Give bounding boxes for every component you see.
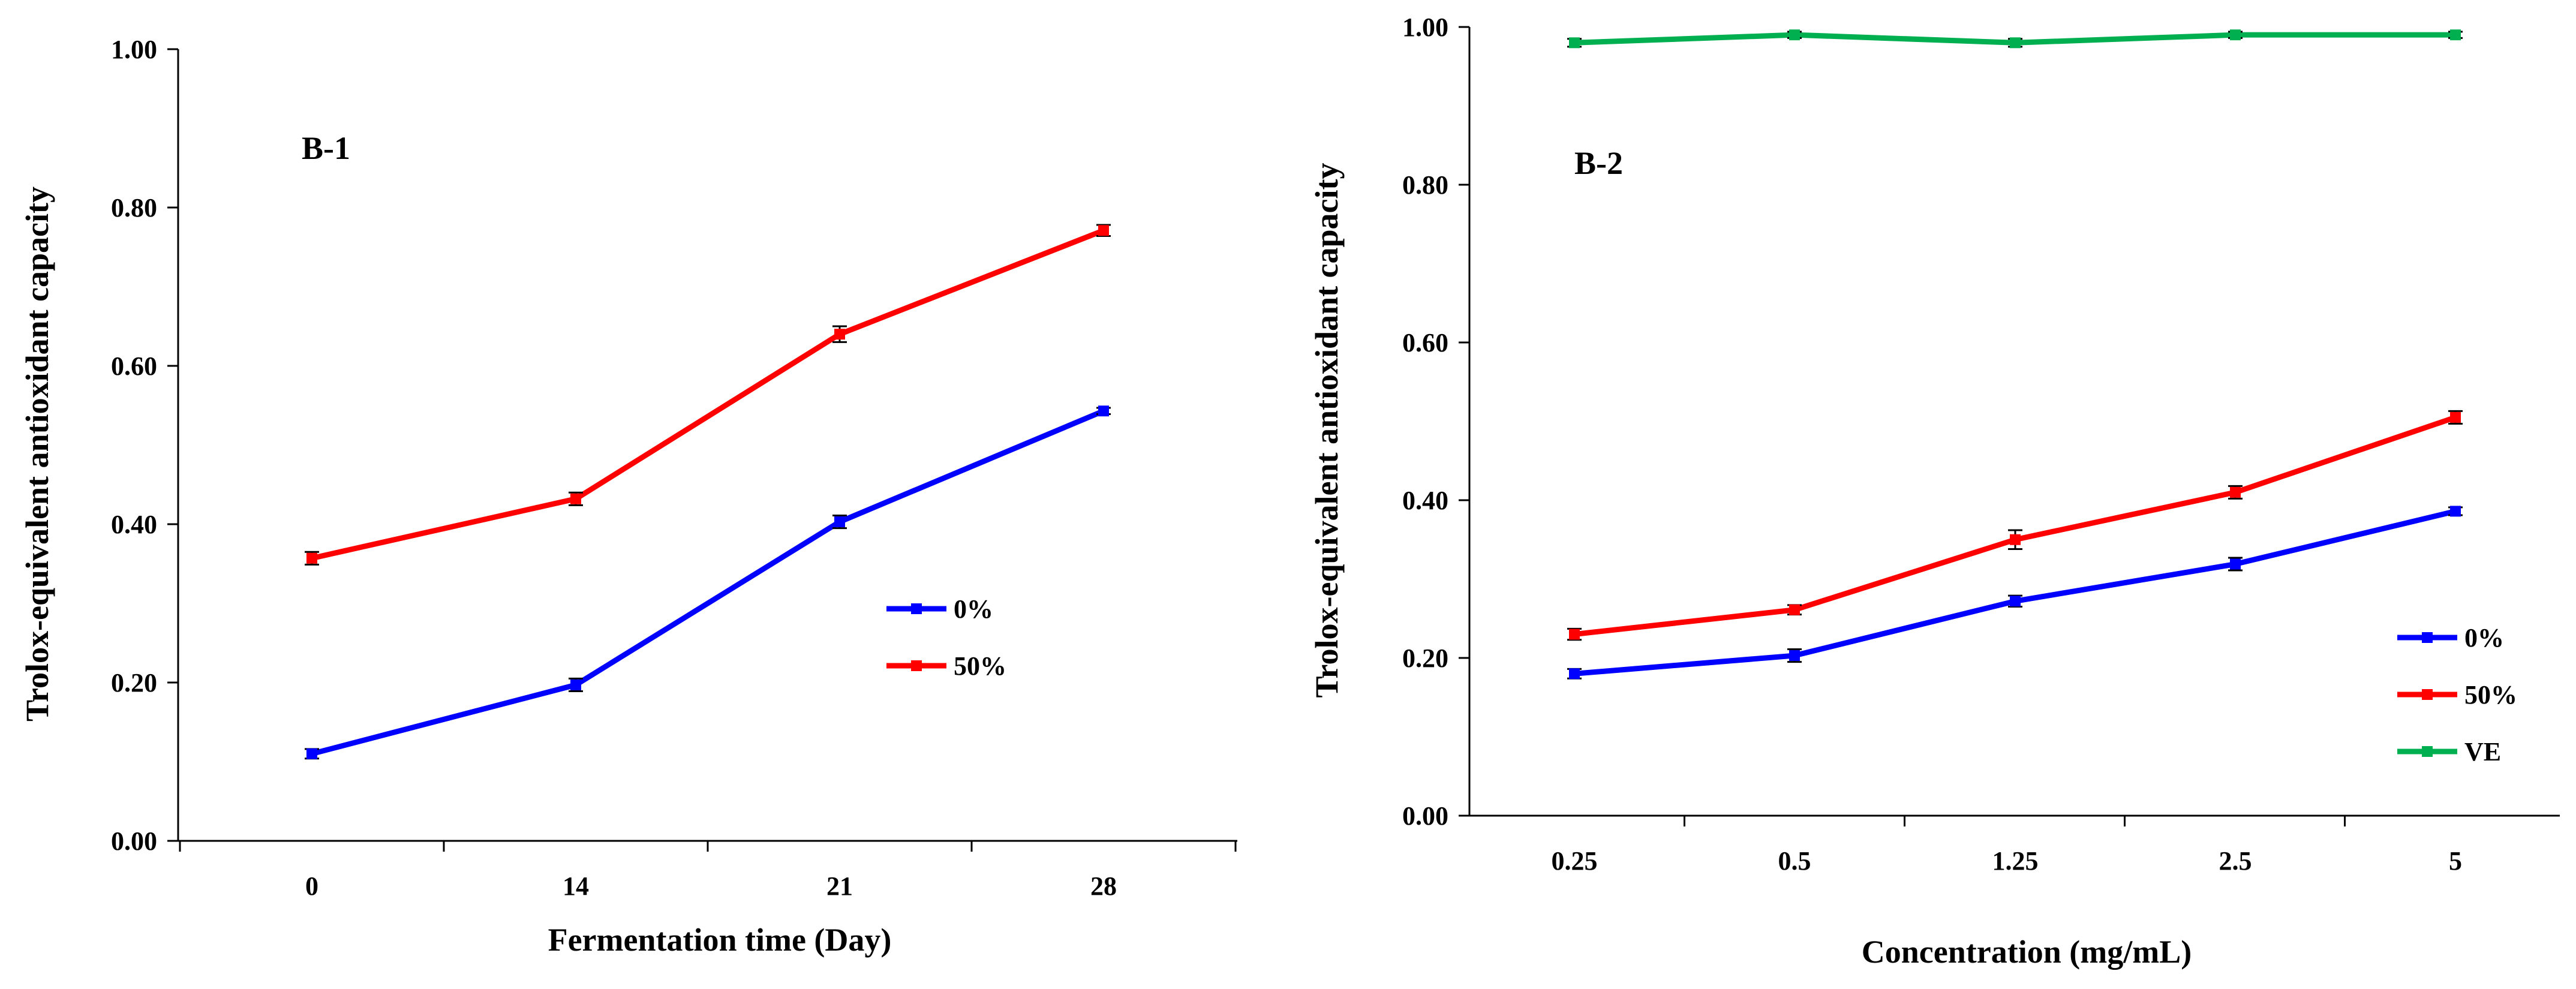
chart-b1: 0.00 0.20 0.40 0.60 0.80 1.00 0 14 21 28 Trolox-eq… (19, 35, 1237, 958)
legend: 0% 50% (886, 594, 1006, 681)
x-tick-label: 14 (563, 871, 589, 901)
chart-b2: 0.00 0.20 0.40 0.60 0.80 1.00 0.25 0.5 1.25 2.5 5 T… (1309, 13, 2560, 970)
y-tick-label: 0.20 (111, 668, 157, 698)
series-50 (305, 224, 1111, 566)
data-point (1569, 668, 1580, 680)
x-tick-label: 0 (305, 871, 318, 901)
series-0 (1567, 506, 2463, 680)
data-point (834, 516, 845, 528)
legend-label: 50% (954, 651, 1006, 681)
legend-marker (911, 660, 922, 671)
x-axis-title: Fermentation time (Day) (548, 922, 892, 958)
legend-label: 0% (954, 594, 993, 624)
y-tick-label: 0.40 (1402, 486, 1448, 515)
x-tick-label: 28 (1090, 871, 1117, 901)
legend-label: 50% (2464, 680, 2517, 710)
x-tick-label: 2.5 (2219, 846, 2252, 876)
legend-label: 0% (2464, 623, 2504, 653)
data-point (1789, 604, 1800, 615)
panel-label: B-2 (1574, 145, 1623, 181)
x-tick-label: 5 (2449, 846, 2462, 876)
y-axis-title: Trolox-equivalent antioxidant capacity (19, 187, 55, 722)
legend-marker (2422, 632, 2433, 643)
data-point (1098, 405, 1109, 417)
data-point (2230, 486, 2241, 498)
data-point (570, 679, 581, 690)
x-axis-title: Concentration (mg/mL) (1862, 934, 2192, 970)
data-point (834, 329, 845, 340)
legend-marker (2422, 689, 2433, 700)
y-tick-label: 1.00 (111, 35, 157, 64)
legend-marker (2422, 746, 2433, 757)
legend-label: VE (2464, 737, 2501, 766)
x-tick-label: 0.25 (1552, 846, 1598, 876)
y-tick-label: 0.40 (111, 510, 157, 539)
y-tick-label: 0.00 (111, 826, 157, 856)
series-line (311, 408, 1105, 757)
data-point (306, 552, 317, 564)
data-point (1789, 29, 1800, 41)
data-point (2450, 506, 2461, 517)
data-point (1569, 37, 1580, 49)
series-line (311, 228, 1105, 561)
data-point (2230, 29, 2241, 41)
data-point (2230, 558, 2241, 570)
y-axis-title: Trolox-equivalent antioxidant capacity (1309, 163, 1345, 698)
y-tick-label: 0.60 (111, 351, 157, 381)
y-tick-label: 0.20 (1402, 644, 1448, 673)
series-50 (1567, 410, 2463, 641)
y-tick-label: 0.60 (1402, 328, 1448, 357)
series-ve (1567, 29, 2463, 49)
legend-marker (911, 603, 922, 614)
x-tick-label: 1.25 (1992, 846, 2039, 876)
y-tick-label: 1.00 (1402, 13, 1448, 42)
panel-label: B-1 (302, 130, 350, 166)
data-point (306, 748, 317, 759)
data-point (1098, 225, 1109, 236)
data-point (2450, 411, 2461, 423)
data-point (1569, 629, 1580, 640)
data-point (570, 493, 581, 504)
y-tick-label: 0.80 (1402, 170, 1448, 200)
data-point (2450, 29, 2461, 41)
legend: 0% 50% VE (2397, 623, 2517, 766)
y-tick-label: 0.80 (111, 193, 157, 223)
data-point (2010, 596, 2021, 607)
data-point (1789, 650, 1800, 662)
data-point (2010, 37, 2021, 49)
x-tick-label: 0.5 (1778, 846, 1811, 876)
series-0 (305, 405, 1111, 760)
data-point (2010, 534, 2021, 545)
x-tick-label: 21 (826, 871, 853, 901)
y-tick-label: 0.00 (1402, 801, 1448, 831)
